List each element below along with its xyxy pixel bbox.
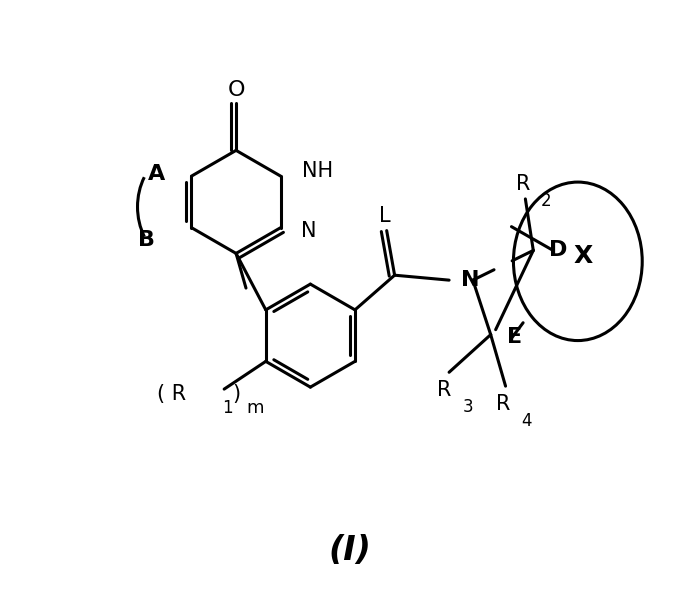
Text: R: R <box>516 174 531 194</box>
Text: N: N <box>300 220 316 241</box>
Text: NH: NH <box>302 161 334 181</box>
Text: B: B <box>139 229 155 249</box>
Text: ( R: ( R <box>158 384 186 404</box>
Text: 2: 2 <box>541 192 552 210</box>
Text: E: E <box>507 327 522 346</box>
Text: ): ) <box>232 384 240 404</box>
Text: 1: 1 <box>222 399 233 417</box>
Text: L: L <box>379 206 391 226</box>
Text: 3: 3 <box>463 398 474 416</box>
Text: N: N <box>461 270 480 290</box>
Text: m: m <box>246 399 263 417</box>
Text: A: A <box>148 164 165 184</box>
Text: O: O <box>228 80 245 100</box>
Text: (I): (I) <box>328 534 372 567</box>
Text: D: D <box>549 241 568 261</box>
Text: 4: 4 <box>522 412 532 430</box>
Text: X: X <box>573 244 592 268</box>
Text: R: R <box>496 394 511 414</box>
Text: R: R <box>437 380 452 400</box>
